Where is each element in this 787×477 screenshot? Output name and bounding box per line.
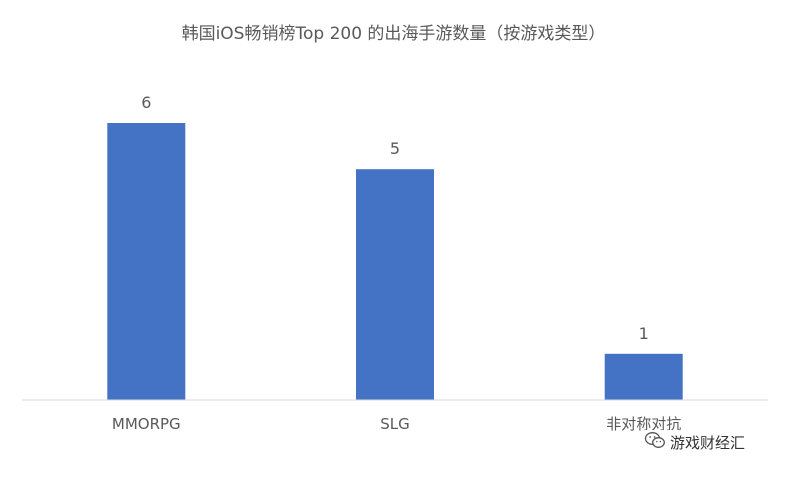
category-label-3: 非对称对抗: [606, 415, 681, 433]
value-label-3: 1: [639, 324, 649, 343]
watermark-text: 游戏财经汇: [670, 433, 746, 452]
bar-2: [356, 169, 434, 400]
bars-group: [107, 123, 683, 400]
wechat-icon: [644, 431, 666, 453]
category-labels-group: MMORPG SLG 非对称对抗: [112, 415, 681, 433]
value-label-1: 6: [141, 93, 151, 112]
bar-3: [604, 353, 683, 400]
category-label-1: MMORPG: [112, 415, 181, 433]
watermark: 游戏财经汇: [642, 430, 750, 454]
value-labels-group: 6 5 1: [141, 93, 649, 343]
value-label-2: 5: [390, 139, 400, 158]
category-label-2: SLG: [380, 415, 410, 433]
bar-1: [107, 123, 186, 400]
chart-title: 韩国iOS畅销榜Top 200 的出海手游数量（按游戏类型）: [181, 24, 606, 44]
